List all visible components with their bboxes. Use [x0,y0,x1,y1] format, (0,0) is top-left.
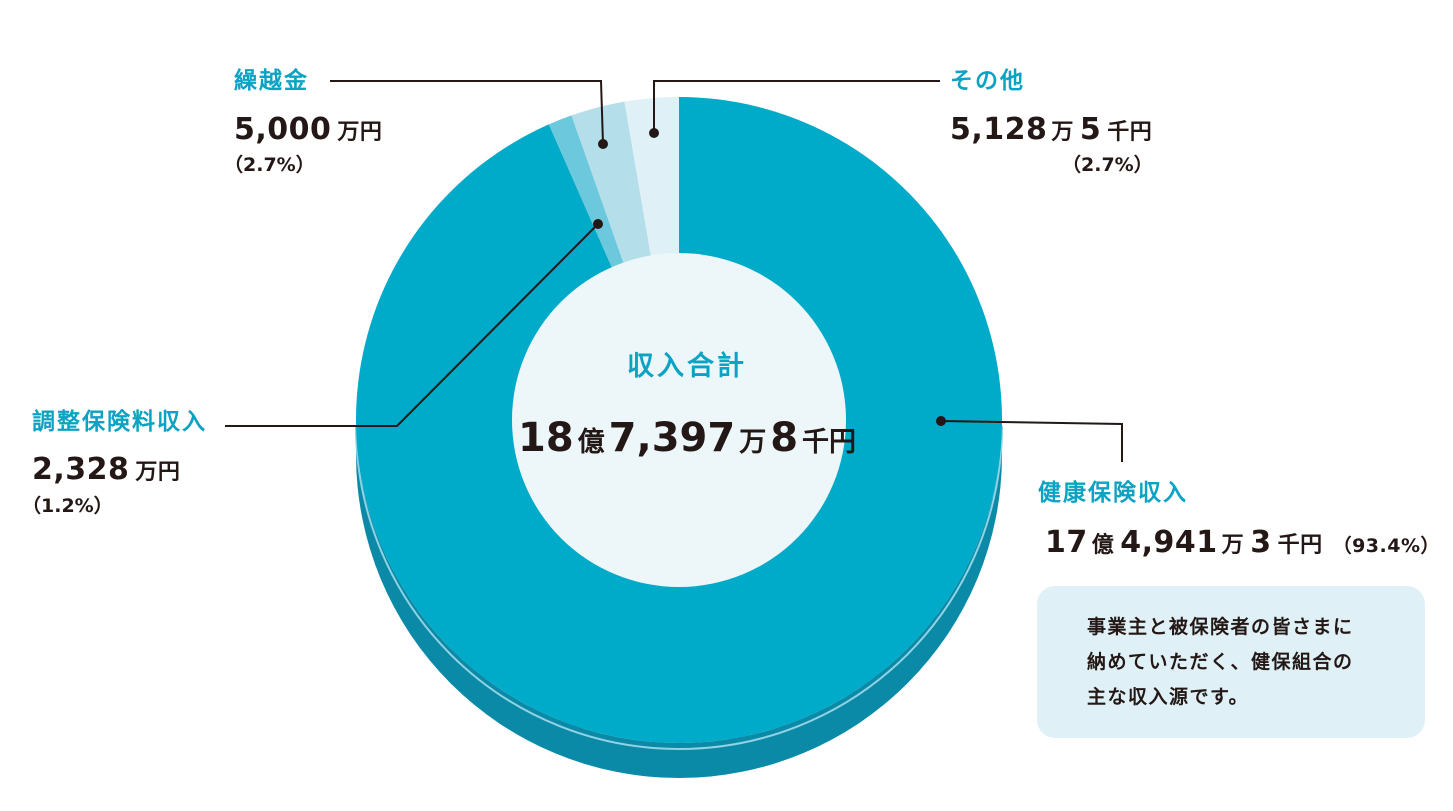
label-carryover-percent: （2.7%） [224,154,315,176]
donut-hole [512,253,846,587]
label-adjustment-percent: （1.2%） [22,495,113,517]
leader-lines [225,80,1123,462]
leader-health-dot [936,416,946,426]
label-adjustment-amount: 2,328 万円 [32,455,180,485]
chart-3d-side [355,420,1003,778]
label-other-percent: （2.7%） [1062,154,1153,176]
label-health-percent: （93.4%） [1332,535,1440,557]
label-other-name: その他 [950,68,1025,94]
leader-adjustment-dot [593,219,603,229]
leader-adjustment [225,223,599,427]
total-man-unit: 万 [739,427,767,458]
total-title: 収入合計 [627,351,747,382]
label-health-amount: 17 億 4,941 万 3 千円 （93.4%） [1045,528,1440,558]
adjustment-unit: 万円 [135,460,181,485]
leader-carryover [330,80,604,145]
other-unit: 千円 [1107,120,1153,145]
leader-health [940,420,1123,462]
other-man-unit: 万 [1051,120,1074,145]
label-carryover-name: 繰越金 [234,68,309,94]
health-oku-value: 17 [1045,525,1088,560]
leader-carryover-dot [598,139,608,149]
total-oku-unit: 億 [577,427,605,458]
total-sen-unit: 千円 [802,427,857,458]
health-man-value: 4,941 [1120,525,1218,560]
carryover-man-value: 5,000 [234,112,332,147]
health-oku-unit: 億 [1091,533,1115,558]
label-carryover-amount: 5,000 万円 [234,115,382,145]
other-man-value: 5,128 [950,112,1048,147]
leader-other [653,80,940,133]
carryover-unit: 万円 [337,120,383,145]
label-health-name: 健康保険収入 [1038,480,1188,506]
health-man-unit: 万 [1221,533,1245,558]
total-amount: 18 億 7,397 万 8 千円 [518,418,860,458]
health-sen-value: 3 [1250,525,1272,560]
total-oku-value: 18 [518,415,574,461]
total-sen-value: 8 [770,415,799,461]
health-unit: 千円 [1277,533,1323,558]
adjustment-man-value: 2,328 [32,452,130,487]
other-sen-value: 5 [1079,112,1102,147]
label-other-amount: 5,128 万 5 千円 [950,115,1152,145]
label-adjustment-name: 調整保険料収入 [32,409,207,435]
note-box: 事業主と被保険者の皆さまに 納めていただく、健保組合の 主な収入源です。 [1037,586,1425,738]
leader-other-dot [649,128,659,138]
total-man-value: 7,397 [608,415,736,461]
chart-rim-highlight [355,425,1003,750]
